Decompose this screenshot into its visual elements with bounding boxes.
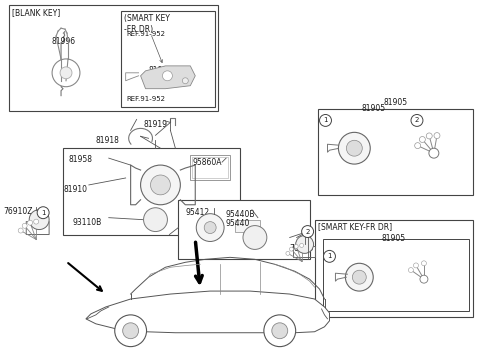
- Circle shape: [204, 222, 216, 233]
- Circle shape: [60, 67, 72, 79]
- Circle shape: [347, 140, 362, 156]
- Text: 81996: 81996: [51, 37, 75, 46]
- Text: 95860A: 95860A: [192, 158, 222, 167]
- Circle shape: [18, 228, 23, 233]
- Circle shape: [300, 244, 304, 247]
- Circle shape: [434, 133, 440, 139]
- Bar: [179, 200, 310, 259]
- Text: 76910Z: 76910Z: [3, 207, 33, 216]
- Circle shape: [413, 263, 419, 268]
- Circle shape: [141, 165, 180, 205]
- Bar: [9, 5, 218, 111]
- Bar: [120, 11, 215, 106]
- Circle shape: [243, 226, 267, 250]
- Bar: [318, 108, 473, 195]
- Circle shape: [115, 315, 146, 346]
- Circle shape: [429, 148, 439, 158]
- Circle shape: [29, 210, 49, 230]
- Circle shape: [289, 247, 293, 251]
- Text: 2: 2: [305, 229, 310, 235]
- Bar: [314, 220, 473, 317]
- Text: 81905: 81905: [383, 98, 407, 106]
- Text: [SMART KEY-FR DR]: [SMART KEY-FR DR]: [318, 223, 392, 232]
- Circle shape: [426, 133, 432, 139]
- Text: 76990: 76990: [290, 244, 314, 253]
- Text: 95440: 95440: [225, 219, 250, 228]
- Circle shape: [415, 143, 420, 149]
- Circle shape: [408, 268, 413, 273]
- Circle shape: [352, 270, 366, 284]
- Circle shape: [22, 223, 27, 228]
- Circle shape: [324, 250, 336, 262]
- Text: 81918: 81918: [96, 136, 120, 145]
- Circle shape: [264, 315, 296, 346]
- Circle shape: [151, 175, 170, 195]
- Polygon shape: [141, 66, 195, 89]
- Text: 81996H: 81996H: [148, 66, 179, 75]
- Text: 95412: 95412: [185, 208, 209, 217]
- Circle shape: [182, 78, 188, 84]
- Text: 1: 1: [327, 253, 332, 259]
- Circle shape: [338, 132, 370, 164]
- Text: 1: 1: [323, 118, 328, 124]
- Text: 81905: 81905: [361, 104, 385, 113]
- Circle shape: [52, 59, 80, 87]
- Circle shape: [123, 323, 139, 339]
- Circle shape: [294, 244, 298, 248]
- Text: 81910: 81910: [63, 185, 87, 194]
- Circle shape: [296, 236, 313, 253]
- Text: 81958: 81958: [69, 155, 93, 164]
- Bar: [190, 155, 230, 180]
- Text: REF.91-952: REF.91-952: [127, 31, 166, 37]
- Bar: [63, 148, 240, 234]
- Text: 95440B: 95440B: [225, 210, 254, 219]
- Bar: [323, 239, 468, 311]
- Circle shape: [162, 71, 172, 81]
- Circle shape: [421, 261, 426, 266]
- Circle shape: [27, 220, 33, 225]
- Circle shape: [320, 114, 332, 126]
- Polygon shape: [86, 291, 329, 333]
- Bar: [192, 157, 228, 178]
- Circle shape: [196, 214, 224, 241]
- Circle shape: [144, 208, 168, 232]
- Text: 81919: 81919: [144, 120, 168, 130]
- Circle shape: [272, 323, 288, 339]
- Circle shape: [37, 207, 49, 219]
- Circle shape: [420, 136, 425, 142]
- Text: REF.91-952: REF.91-952: [127, 96, 166, 102]
- Circle shape: [346, 263, 373, 291]
- Text: [BLANK KEY]: [BLANK KEY]: [12, 8, 60, 18]
- Text: 93110B: 93110B: [73, 218, 102, 227]
- Circle shape: [34, 219, 39, 224]
- Bar: [235, 220, 260, 232]
- Circle shape: [411, 114, 423, 126]
- Circle shape: [286, 251, 290, 256]
- Text: 2: 2: [415, 118, 419, 124]
- Circle shape: [301, 226, 313, 238]
- Circle shape: [420, 275, 428, 283]
- Text: (SMART KEY
-FR DR): (SMART KEY -FR DR): [124, 14, 169, 34]
- Text: 81905: 81905: [381, 233, 405, 243]
- Text: 1: 1: [41, 210, 46, 216]
